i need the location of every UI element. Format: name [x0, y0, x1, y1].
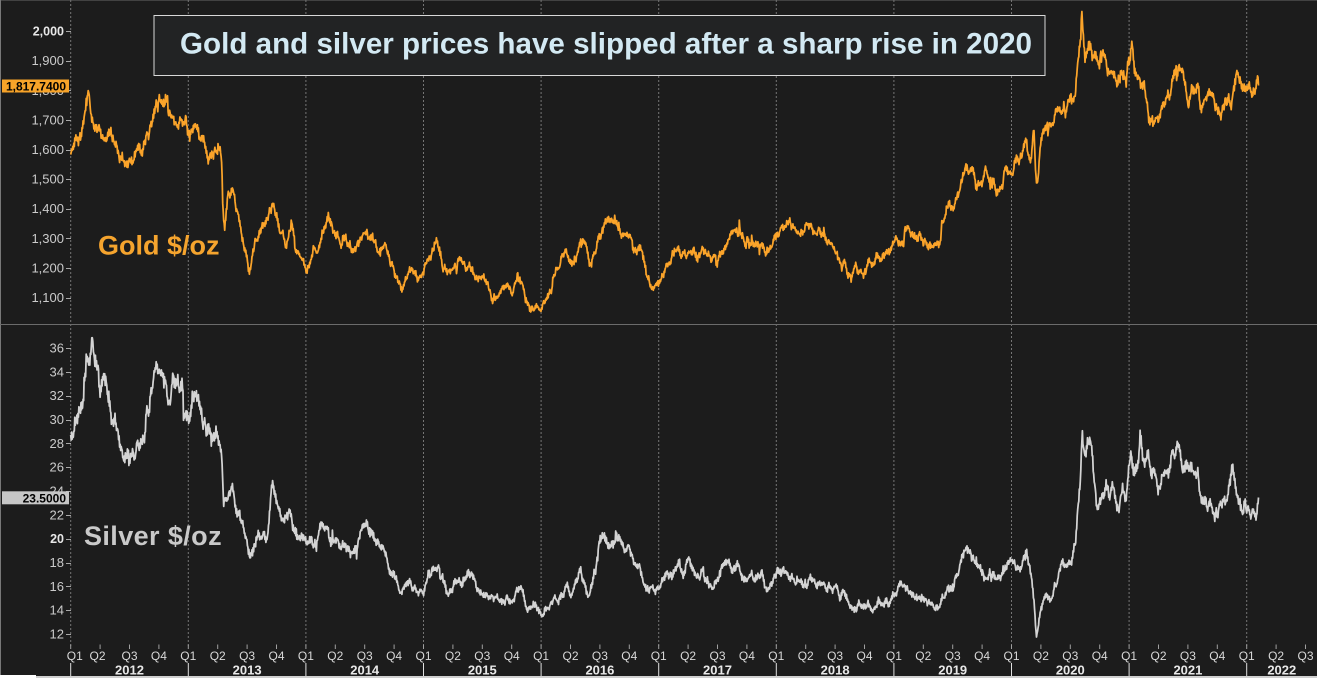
svg-text:Q1: Q1: [180, 649, 196, 663]
svg-text:Q4: Q4: [268, 649, 284, 663]
svg-text:Q3: Q3: [239, 649, 255, 663]
svg-text:Q2: Q2: [798, 649, 814, 663]
svg-text:16: 16: [50, 579, 64, 594]
svg-text:22: 22: [50, 507, 64, 522]
svg-text:Q4: Q4: [386, 649, 402, 663]
svg-text:36: 36: [50, 341, 64, 356]
svg-text:Q4: Q4: [856, 649, 872, 663]
svg-text:28: 28: [50, 436, 64, 451]
svg-text:1,200: 1,200: [31, 260, 64, 275]
svg-text:Q4: Q4: [621, 649, 637, 663]
svg-text:Q1: Q1: [651, 649, 667, 663]
svg-text:2017: 2017: [703, 663, 732, 678]
svg-text:Q1: Q1: [1121, 649, 1137, 663]
svg-text:Gold $/oz: Gold $/oz: [98, 231, 220, 261]
svg-text:Q4: Q4: [974, 649, 990, 663]
svg-text:2021: 2021: [1173, 663, 1202, 678]
svg-text:Q1: Q1: [298, 649, 314, 663]
svg-text:14: 14: [50, 603, 64, 618]
svg-text:Q3: Q3: [1062, 649, 1078, 663]
svg-text:12: 12: [50, 627, 64, 642]
svg-text:20: 20: [50, 532, 64, 546]
svg-text:Q4: Q4: [1209, 649, 1225, 663]
svg-text:Q1: Q1: [533, 649, 549, 663]
svg-text:Silver $/oz: Silver $/oz: [84, 521, 222, 551]
svg-text:1,500: 1,500: [31, 172, 64, 187]
svg-text:Q3: Q3: [1297, 649, 1313, 663]
svg-text:Q2: Q2: [562, 649, 578, 663]
svg-text:1,600: 1,600: [31, 142, 64, 157]
svg-text:Q3: Q3: [827, 649, 843, 663]
svg-text:Q2: Q2: [680, 649, 696, 663]
svg-text:Q2: Q2: [1033, 649, 1049, 663]
svg-text:2020: 2020: [1056, 663, 1085, 678]
svg-text:34: 34: [50, 364, 64, 379]
svg-text:Q4: Q4: [739, 649, 755, 663]
svg-text:Q2: Q2: [89, 649, 105, 663]
svg-text:2013: 2013: [233, 663, 262, 678]
svg-text:2016: 2016: [585, 663, 614, 678]
svg-text:1,100: 1,100: [31, 290, 64, 305]
svg-text:1,900: 1,900: [31, 53, 64, 68]
svg-text:Q4: Q4: [1092, 649, 1108, 663]
svg-text:Q2: Q2: [1268, 649, 1284, 663]
svg-text:Q1: Q1: [886, 649, 902, 663]
svg-text:Q3: Q3: [121, 649, 137, 663]
svg-text:Q3: Q3: [357, 649, 373, 663]
svg-text:Q2: Q2: [915, 649, 931, 663]
svg-text:1,400: 1,400: [31, 201, 64, 216]
svg-text:Q1: Q1: [67, 649, 83, 663]
svg-text:2,000: 2,000: [33, 25, 64, 39]
svg-text:2019: 2019: [938, 663, 967, 678]
svg-text:Q4: Q4: [151, 649, 167, 663]
svg-text:Q1: Q1: [1003, 649, 1019, 663]
svg-text:Q3: Q3: [474, 649, 490, 663]
svg-text:Q1: Q1: [415, 649, 431, 663]
svg-text:18: 18: [50, 555, 64, 570]
svg-text:1,817.7400: 1,817.7400: [6, 80, 66, 94]
svg-text:1,700: 1,700: [31, 112, 64, 127]
svg-text:Q1: Q1: [1239, 649, 1255, 663]
svg-text:2015: 2015: [468, 663, 497, 678]
svg-text:23.5000: 23.5000: [23, 491, 67, 505]
svg-text:Q2: Q2: [445, 649, 461, 663]
svg-text:Q4: Q4: [504, 649, 520, 663]
svg-text:Q3: Q3: [592, 649, 608, 663]
svg-text:Q2: Q2: [1150, 649, 1166, 663]
svg-text:Gold and silver prices have sl: Gold and silver prices have slipped afte…: [180, 28, 1032, 61]
svg-text:1,300: 1,300: [31, 231, 64, 246]
svg-text:2018: 2018: [821, 663, 850, 678]
svg-text:Q1: Q1: [768, 649, 784, 663]
svg-text:Q2: Q2: [210, 649, 226, 663]
svg-text:2014: 2014: [350, 663, 380, 678]
svg-text:Q2: Q2: [327, 649, 343, 663]
svg-text:2012: 2012: [115, 663, 144, 678]
svg-text:26: 26: [50, 460, 64, 475]
svg-text:Q3: Q3: [709, 649, 725, 663]
svg-text:Q3: Q3: [945, 649, 961, 663]
svg-text:32: 32: [50, 388, 64, 403]
svg-text:30: 30: [50, 412, 64, 427]
svg-text:Q3: Q3: [1180, 649, 1196, 663]
svg-text:2022: 2022: [1267, 663, 1296, 678]
